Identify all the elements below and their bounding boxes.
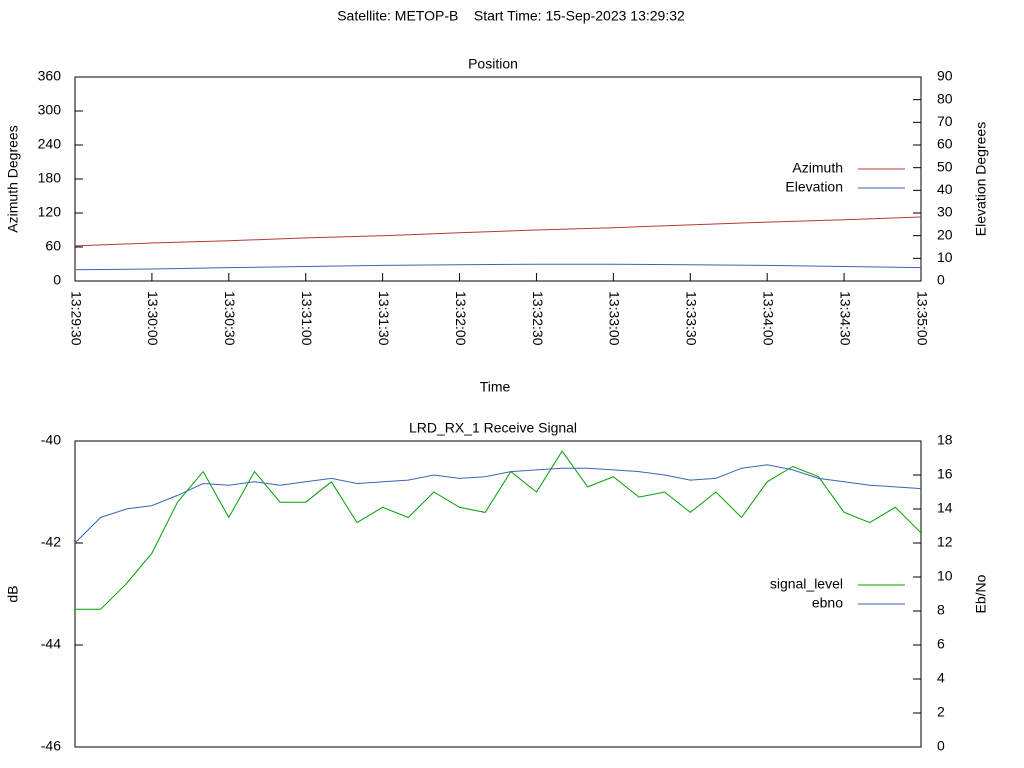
plot-frame — [74, 440, 922, 748]
y-tick-label: 0 — [53, 272, 61, 288]
page-title: Satellite: METOP-B Start Time: 15-Sep-20… — [337, 8, 685, 24]
series-line — [74, 263, 922, 271]
y2-tick-label: 2 — [937, 704, 945, 720]
y2-tick-label: 90 — [937, 68, 953, 84]
series-line — [74, 216, 922, 247]
y2-tick-label: 40 — [937, 181, 953, 197]
y-tick-label: 240 — [38, 136, 62, 152]
y2-axis-label: Eb/No — [973, 574, 989, 613]
y2-tick-label: 60 — [937, 136, 953, 152]
x-tick-label: 13:32:30 — [530, 291, 546, 346]
y-axis-label: Azimuth Degrees — [5, 125, 21, 232]
y-tick-label: 60 — [45, 238, 61, 254]
legend-label: signal_level — [770, 576, 843, 592]
y-tick-label: -40 — [41, 432, 61, 448]
x-tick-label: 13:34:00 — [760, 291, 776, 346]
y-tick-label: -46 — [41, 738, 61, 754]
plot-title: LRD_RX_1 Receive Signal — [409, 420, 577, 436]
y2-tick-label: 80 — [937, 90, 953, 106]
y2-tick-label: 0 — [937, 738, 945, 754]
y2-tick-label: 50 — [937, 158, 953, 174]
y2-tick-label: 8 — [937, 602, 945, 618]
series-line — [75, 450, 922, 610]
y2-tick-label: 70 — [937, 113, 953, 129]
y-axis-label: dB — [5, 585, 21, 602]
legend-label: ebno — [812, 595, 843, 611]
y2-tick-label: 10 — [937, 568, 953, 584]
y-tick-label: 120 — [38, 204, 62, 220]
x-tick-label: 13:30:30 — [222, 291, 238, 346]
x-tick-label: 13:35:00 — [914, 291, 930, 346]
x-axis-label: Time — [480, 379, 511, 395]
x-tick-label: 13:33:00 — [607, 291, 623, 346]
x-tick-label: 13:34:30 — [837, 291, 853, 346]
x-tick-label: 13:31:00 — [299, 291, 315, 346]
y2-tick-label: 14 — [937, 500, 953, 516]
y2-axis-label: Elevation Degrees — [973, 122, 989, 236]
x-tick-label: 13:33:30 — [684, 291, 700, 346]
y2-tick-label: 6 — [937, 636, 945, 652]
x-tick-label: 13:32:00 — [453, 291, 469, 346]
x-tick-label: 13:29:30 — [68, 291, 84, 346]
y-tick-label: 180 — [38, 170, 62, 186]
y2-tick-label: 16 — [937, 466, 953, 482]
y2-tick-label: 18 — [937, 432, 953, 448]
y-tick-label: 300 — [38, 102, 62, 118]
y2-tick-label: 30 — [937, 204, 953, 220]
y2-tick-label: 12 — [937, 534, 953, 550]
x-tick-label: 13:30:00 — [145, 291, 161, 346]
y2-tick-label: 0 — [937, 272, 945, 288]
y2-tick-label: 20 — [937, 226, 953, 242]
plot-title: Position — [468, 56, 518, 72]
x-tick-label: 13:31:30 — [376, 291, 392, 346]
y2-tick-label: 10 — [937, 249, 953, 265]
y-tick-label: -44 — [41, 636, 61, 652]
legend-label: Elevation — [785, 179, 843, 195]
y2-tick-label: 4 — [937, 670, 945, 686]
y-tick-label: -42 — [41, 534, 61, 550]
series-line — [74, 464, 922, 544]
legend-label: Azimuth — [792, 160, 843, 176]
y-tick-label: 360 — [38, 68, 62, 84]
